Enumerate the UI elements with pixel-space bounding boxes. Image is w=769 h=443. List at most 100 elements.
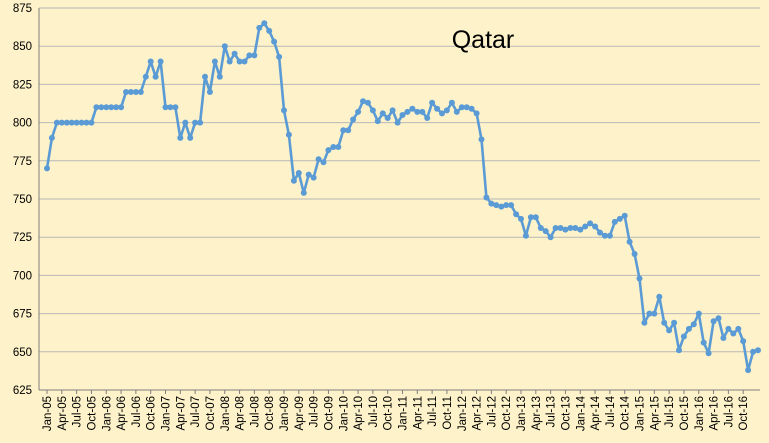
- data-point: [389, 107, 396, 114]
- data-point: [715, 315, 722, 322]
- x-tick-label: Jan-05: [42, 396, 54, 431]
- x-tick-label: Oct-05: [86, 396, 98, 431]
- data-point: [567, 225, 574, 231]
- x-tick-label: Jul-11: [427, 396, 439, 426]
- x-tick-label: Oct-07: [205, 396, 217, 431]
- data-point: [690, 321, 697, 328]
- gridlines: [39, 7, 760, 353]
- x-tick-label: Apr-05: [57, 396, 69, 431]
- x-tick-label: Jul-15: [664, 396, 676, 427]
- data-point: [443, 107, 450, 114]
- data-point: [631, 251, 638, 257]
- x-tick-label: Jan-15: [635, 396, 647, 431]
- data-point: [300, 189, 307, 196]
- data-point: [127, 89, 134, 95]
- data-point: [606, 232, 613, 239]
- data-point: [118, 104, 125, 111]
- data-point: [364, 99, 371, 106]
- data-point: [369, 107, 376, 114]
- data-point: [246, 52, 253, 59]
- data-point: [434, 105, 441, 112]
- data-point: [532, 214, 539, 221]
- data-point: [710, 318, 717, 325]
- data-point: [374, 118, 381, 125]
- x-tick-label: Jan-09: [279, 396, 291, 431]
- data-point: [537, 225, 544, 231]
- data-point: [394, 119, 401, 126]
- data-point: [103, 104, 110, 111]
- data-point: [58, 119, 65, 126]
- data-point: [206, 89, 213, 95]
- y-tick-label: 675: [13, 309, 32, 321]
- data-point: [202, 73, 208, 80]
- x-tick-label: Oct-14: [620, 395, 632, 430]
- data-point: [63, 119, 70, 126]
- axes: [38, 8, 760, 394]
- data-point: [527, 214, 534, 221]
- data-point: [88, 119, 95, 126]
- data-point: [226, 58, 233, 65]
- data-point: [700, 339, 707, 346]
- x-tick-label: Jan-16: [694, 396, 706, 431]
- x-tick-label: Jul-14: [605, 395, 617, 427]
- x-tick-label: Jul-05: [72, 396, 84, 427]
- y-tick-label: 775: [13, 156, 32, 168]
- data-point: [285, 131, 292, 138]
- data-point: [315, 156, 322, 163]
- x-tick-label: Jan-10: [338, 396, 350, 431]
- data-point: [83, 119, 90, 126]
- data-point: [557, 225, 564, 231]
- y-tick-label: 700: [13, 270, 32, 282]
- data-point: [641, 319, 648, 326]
- data-point: [414, 108, 421, 115]
- x-tick-label: Jul-09: [309, 396, 321, 427]
- x-tick-label: Apr-10: [353, 396, 365, 431]
- data-point: [137, 89, 144, 95]
- data-point: [399, 112, 406, 118]
- x-tick-label: Oct-06: [146, 396, 158, 431]
- data-point: [429, 99, 436, 106]
- data-point: [187, 134, 194, 141]
- data-point: [518, 215, 524, 222]
- x-tick-label: Jan-13: [516, 396, 528, 431]
- data-point: [281, 107, 287, 114]
- x-tick-label: Jul-10: [368, 396, 380, 427]
- data-point: [276, 53, 283, 60]
- data-point: [192, 119, 199, 126]
- data-point: [221, 43, 228, 50]
- data-point: [310, 174, 317, 181]
- data-point: [626, 238, 633, 245]
- x-tick-label: Jul-08: [249, 396, 261, 427]
- data-point: [601, 232, 608, 239]
- x-tick-label: Oct-12: [501, 396, 513, 431]
- data-point: [241, 58, 248, 65]
- data-point: [305, 171, 312, 178]
- data-point: [552, 225, 559, 231]
- data-point: [409, 105, 416, 112]
- data-point: [725, 325, 732, 332]
- data-point: [661, 319, 668, 326]
- data-point: [108, 104, 115, 111]
- data-point: [508, 202, 515, 209]
- data-point: [132, 89, 139, 95]
- y-tick-label: 725: [13, 232, 32, 244]
- x-tick-label: Jan-14: [575, 395, 587, 431]
- data-point: [211, 58, 218, 65]
- data-point: [177, 134, 184, 141]
- data-point: [522, 232, 529, 239]
- x-tick-label: Apr-15: [649, 396, 661, 431]
- data-point: [547, 234, 554, 241]
- data-point: [325, 147, 332, 154]
- x-tick-label: Apr-06: [116, 396, 128, 431]
- data-point: [680, 333, 687, 340]
- y-tick-label: 850: [13, 41, 32, 53]
- data-point: [197, 119, 204, 126]
- data-point: [93, 104, 100, 111]
- y-tick-label: 625: [13, 385, 32, 397]
- x-tick-label: Oct-13: [560, 396, 572, 431]
- data-point: [597, 229, 603, 236]
- x-tick-label: Jan-11: [398, 396, 410, 430]
- data-points: [44, 20, 761, 374]
